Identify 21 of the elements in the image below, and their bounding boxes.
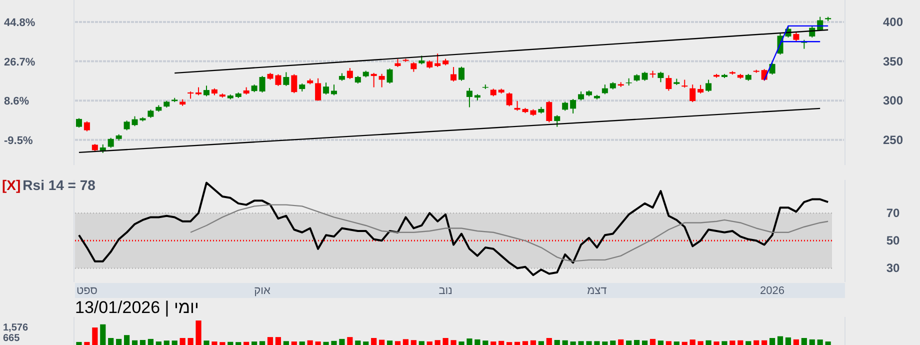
x-tick-label: 2026 [760, 285, 785, 297]
x-tick-label: ספט [76, 285, 98, 297]
y-tick-label: 350 [882, 54, 904, 68]
y-tick-label: 30 [886, 261, 900, 276]
x-tick-label: אוק [254, 285, 270, 297]
x-tick-label: דצמ [587, 285, 607, 297]
text: [X] [2, 177, 21, 193]
y2-tick-label: 26.7% [4, 56, 36, 68]
y-tick-label: 300 [882, 94, 904, 108]
chart-title: Rsi 14 = 78 [22, 177, 96, 193]
y2-tick-label: -9.5% [4, 134, 33, 147]
y-tick-label: 250 [882, 132, 904, 147]
x-tick-label: נוב [438, 285, 452, 297]
annotation: 13/01/2026 | יומי [75, 298, 199, 317]
y-tick-label: 1,576 [3, 322, 28, 334]
y2-tick-label: 8.6% [4, 96, 30, 108]
y-tick-label: 400 [882, 15, 904, 29]
y2-tick-label: 44.8% [4, 17, 36, 30]
y-tick-label: 70 [886, 206, 900, 220]
y-tick-label: 665 [3, 333, 20, 344]
y-tick-label: 50 [886, 234, 900, 248]
